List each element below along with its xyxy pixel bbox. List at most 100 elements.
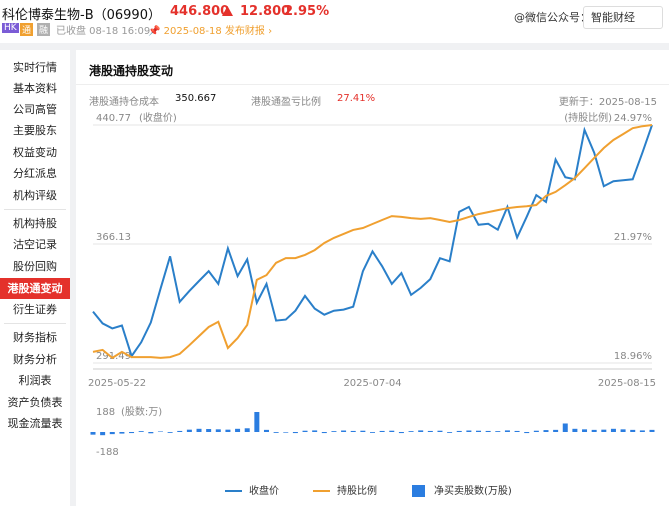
x-tick-label: 2025-08-15	[598, 378, 656, 389]
bar	[302, 430, 308, 432]
bar	[119, 432, 125, 434]
bar	[620, 429, 626, 432]
bar	[437, 430, 443, 432]
separator	[4, 323, 66, 324]
bar	[456, 430, 462, 432]
bar	[427, 430, 433, 432]
bar	[273, 432, 279, 433]
bar	[639, 430, 645, 432]
sidebar: 实时行情基本资料公司高管主要股东权益变动分红派息机构评级机构持股沽空记录股份回购…	[0, 50, 70, 506]
watermark-box	[583, 6, 663, 29]
bar	[447, 432, 453, 433]
menu-item[interactable]: 利润表	[18, 374, 52, 387]
price: 446.800	[170, 4, 230, 19]
bar	[206, 429, 212, 432]
menu-item[interactable]: 衍生证券	[13, 303, 57, 316]
bar	[572, 428, 578, 432]
menu-item[interactable]: 分红派息	[13, 167, 57, 180]
menu-item[interactable]: 股份回购	[13, 260, 57, 273]
bar	[466, 430, 472, 432]
bar	[610, 428, 616, 432]
bar	[215, 429, 221, 432]
legend-label: 持股比例	[337, 484, 377, 497]
bar	[504, 430, 510, 432]
y-axis-label: (股数:万)	[121, 405, 162, 418]
menu-item[interactable]: 基本资料	[13, 82, 57, 95]
cost: 350.667	[175, 93, 217, 104]
report: 2025-08-18 发布财报	[163, 26, 265, 37]
y-axis-label: (收盘价)	[139, 111, 177, 124]
bar	[90, 432, 96, 435]
legend-label: 净买卖股数(万股)	[434, 484, 512, 497]
bar	[408, 431, 414, 432]
bar	[514, 430, 520, 432]
x-tick-label: 2025-05-22	[88, 378, 146, 389]
bar	[225, 429, 231, 432]
separator	[4, 209, 66, 210]
bar	[283, 432, 289, 433]
y-tick-label: 366.13	[96, 232, 131, 243]
bar	[292, 432, 298, 434]
bar	[495, 431, 501, 432]
bar	[254, 412, 260, 432]
panel-title: 港股通持股变动	[89, 64, 174, 78]
bar	[148, 432, 154, 434]
y2-tick-label: 24.97%	[614, 113, 652, 124]
bar	[533, 430, 539, 432]
bar	[177, 430, 183, 432]
change-pct: 2.95%	[284, 4, 330, 19]
bar	[389, 430, 395, 432]
bar	[167, 432, 173, 433]
legend-label: 收盘价	[249, 484, 279, 497]
watermark: @微信公众号：智能财经	[514, 11, 635, 24]
bar	[630, 429, 636, 432]
bar	[244, 428, 250, 432]
menu-item[interactable]: 机构持股	[13, 217, 57, 230]
bar	[476, 430, 482, 432]
up-arrow	[222, 6, 233, 16]
legend-swatch	[412, 485, 425, 497]
badge: 融	[37, 23, 51, 36]
bar	[562, 423, 568, 432]
bar	[418, 430, 424, 432]
bar	[370, 432, 375, 433]
bar	[129, 432, 135, 434]
bar	[524, 432, 530, 434]
menu-item[interactable]: 主要股东	[13, 124, 57, 137]
pnl-label: 港股通盈亏比例	[251, 97, 321, 108]
menu-item[interactable]: 沽空记录	[13, 238, 57, 251]
header: 科伦博泰生物-B（06990） 446.800 12.800 2.95% HK …	[0, 0, 669, 43]
bar	[138, 431, 144, 432]
menu-item[interactable]: 财务分析	[13, 353, 57, 366]
badge: 通	[20, 23, 34, 36]
y-tick-label: -188	[96, 447, 119, 458]
menu-item[interactable]: 权益变动	[13, 146, 57, 159]
bar	[649, 429, 655, 432]
badge: HK	[2, 23, 19, 33]
menu-item[interactable]: 港股通变动	[0, 278, 70, 299]
bar	[591, 429, 597, 432]
report-link[interactable]: 📌 2025-08-18 发布财报 ›	[148, 26, 273, 37]
menu-item[interactable]: 现金流量表	[7, 417, 63, 430]
bar	[263, 429, 269, 432]
bar	[350, 430, 356, 432]
bar	[582, 429, 588, 432]
menu-item[interactable]: 财务指标	[13, 331, 57, 344]
bar	[157, 431, 163, 432]
pnl: 27.41%	[337, 93, 376, 104]
change: 12.800	[240, 4, 291, 19]
menu-item[interactable]: 资产负债表	[7, 396, 63, 409]
x-tick-label: 2025-07-04	[343, 378, 401, 389]
y2-tick-label: 21.97%	[614, 232, 652, 243]
menu-item[interactable]: 机构评级	[13, 189, 57, 202]
updated: 更新于：2025-08-15	[558, 97, 657, 108]
y2-tick-label: 18.96%	[614, 351, 652, 362]
bar	[100, 432, 106, 436]
menu-item[interactable]: 实时行情	[13, 61, 57, 74]
y-tick-label: 440.77	[96, 113, 131, 124]
bar	[196, 428, 202, 432]
menu-item[interactable]: 公司高管	[13, 103, 57, 116]
bar	[321, 432, 327, 434]
panel: 港股通持股变动 港股通持仓成本 350.667 港股通盈亏比例 27.41% 更…	[76, 50, 669, 506]
